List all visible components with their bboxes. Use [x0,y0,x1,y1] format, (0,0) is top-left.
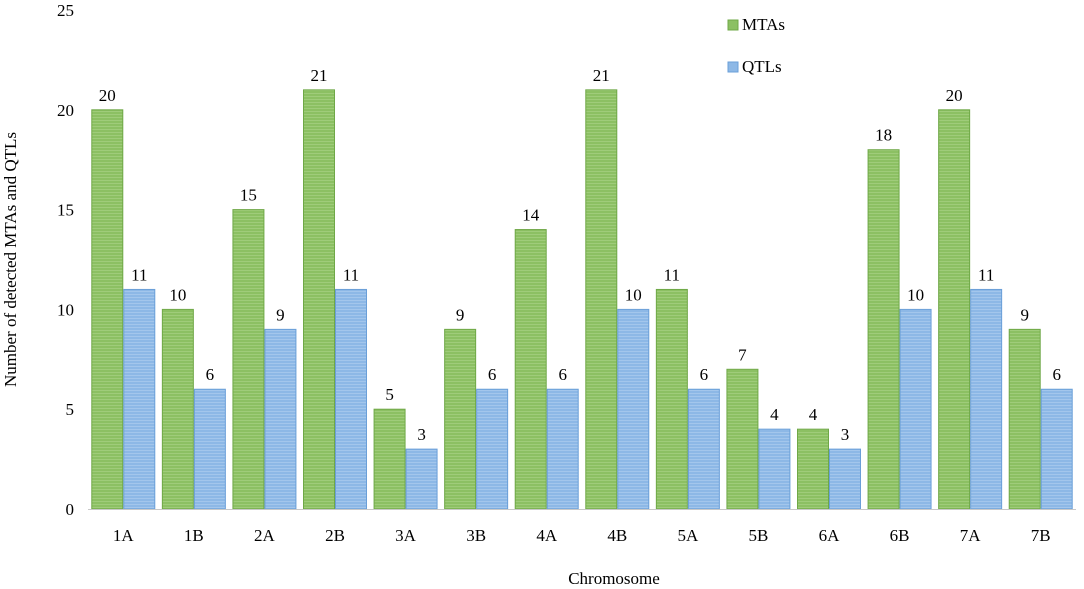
x-tick-label: 5A [677,526,699,545]
data-label-qtls-3b: 6 [488,365,497,384]
x-tick-label: 1B [184,526,204,545]
data-label-qtls-1a: 11 [131,265,147,284]
x-tick-label: 2A [254,526,276,545]
x-tick-label: 2B [325,526,345,545]
bar-qtls-6b [899,308,932,510]
bar-mtas-4b [585,89,618,510]
bar-qtls-7a [970,288,1003,510]
bar-mtas-7a [938,109,971,510]
bar-qtls-3a [405,448,438,510]
y-tick-label: 10 [57,300,74,319]
bar-qtls-2a [264,328,297,510]
data-label-mtas-4a: 14 [522,206,540,225]
bar-mtas-5a [655,288,688,510]
bar-qtls-6a [829,448,861,510]
bar-mtas-6a [797,428,829,510]
y-tick-label: 0 [66,500,75,519]
data-label-qtls-3a: 3 [417,425,426,444]
data-label-qtls-6b: 10 [907,285,924,304]
bar-mtas-2a [232,209,265,510]
legend: MTAs QTLs [727,15,785,76]
data-label-qtls-7b: 6 [1052,365,1061,384]
legend-swatch-mtas [727,19,739,31]
data-label-mtas-7a: 20 [946,86,963,105]
bar-mtas-5b [726,368,759,510]
x-tick-label: 3B [466,526,486,545]
bar-qtls-5b [758,428,791,510]
legend-label-mtas: MTAs [742,15,785,34]
y-axis-title: Number of detected MTAs and QTLs [1,132,20,387]
data-label-qtls-2a: 9 [276,305,285,324]
y-tick-label: 25 [57,1,74,20]
data-label-qtls-1b: 6 [206,365,215,384]
bar-qtls-1b [193,388,226,510]
bar-qtls-7b [1040,388,1073,510]
bar-mtas-2b [303,89,335,510]
x-tick-label: 3A [395,526,417,545]
x-tick-label: 5B [749,526,769,545]
x-axis-ticks: 1A 1B 2A 2B 3A 3B 4A 4B 5A 5B 6A 6B 7A 7B [113,526,1051,545]
y-axis-ticks: 0 5 10 15 20 25 [57,1,74,519]
data-label-mtas-3a: 5 [385,385,394,404]
data-label-mtas-5a: 11 [664,265,680,284]
x-tick-label: 4A [536,526,558,545]
bar-qtls-3b [476,388,509,510]
data-label-mtas-4b: 21 [593,66,610,85]
x-tick-label: 6A [819,526,841,545]
bar-mtas-3a [373,408,406,510]
data-label-mtas-6b: 18 [875,126,892,145]
y-tick-label: 15 [57,201,74,220]
x-tick-label: 7A [960,526,982,545]
data-label-mtas-1a: 20 [99,86,116,105]
data-label-mtas-3b: 9 [456,305,465,324]
bar-qtls-2b [335,288,367,510]
data-label-qtls-4a: 6 [558,365,567,384]
data-labels: 20 11 10 6 15 9 21 11 5 3 9 6 14 6 21 10 11 6 7 4 4 3 18 10 20 11… [99,66,1061,444]
x-axis-title: Chromosome [568,569,660,588]
bar-mtas-1b [161,308,194,510]
data-label-mtas-6a: 4 [809,405,818,424]
bar-mtas-4a [514,229,547,510]
data-label-qtls-7a: 11 [978,265,994,284]
y-tick-label: 20 [57,101,74,120]
bar-mtas-3b [444,328,477,510]
data-label-mtas-5b: 7 [738,345,747,364]
legend-swatch-qtls [727,61,739,73]
x-tick-label: 6B [890,526,910,545]
data-label-mtas-1b: 10 [169,285,186,304]
data-label-mtas-7b: 9 [1020,305,1029,324]
data-label-qtls-6a: 3 [841,425,850,444]
data-label-qtls-5a: 6 [700,365,709,384]
bar-qtls-5a [687,388,720,510]
bar-qtls-1a [123,288,156,510]
x-tick-label: 7B [1031,526,1051,545]
data-label-qtls-5b: 4 [770,405,779,424]
data-label-qtls-4b: 10 [625,285,642,304]
x-tick-label: 4B [607,526,627,545]
bar-mtas-1a [91,109,124,510]
data-label-mtas-2a: 15 [240,186,257,205]
x-tick-label: 1A [113,526,135,545]
bar-mtas-7b [1008,328,1041,510]
data-label-qtls-2b: 11 [343,265,359,284]
bar-mtas-6b [867,149,900,510]
y-tick-label: 5 [66,400,75,419]
bar-qtls-4a [546,388,579,510]
bars [91,89,1073,510]
bar-qtls-4b [617,308,650,510]
legend-label-qtls: QTLs [742,57,782,76]
data-label-mtas-2b: 21 [311,66,328,85]
